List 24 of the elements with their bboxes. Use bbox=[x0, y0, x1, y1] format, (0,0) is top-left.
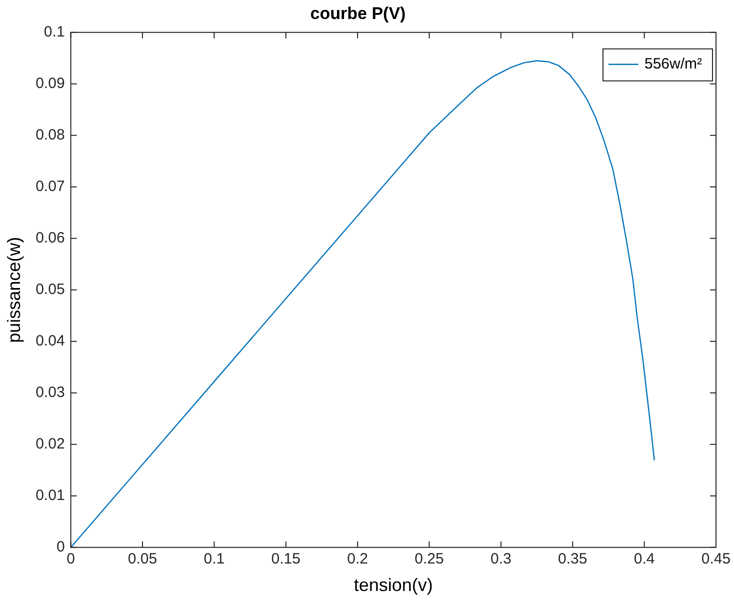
x-tick-label: 0.4 bbox=[634, 550, 655, 568]
y-tick-label: 0.07 bbox=[36, 178, 65, 196]
x-tick-label: 0.05 bbox=[128, 550, 158, 568]
x-tick-label: 0.1 bbox=[204, 550, 225, 568]
x-tick-label: 0.45 bbox=[701, 550, 731, 568]
y-tick-label: 0.09 bbox=[36, 75, 65, 92]
y-tick-label: 0.02 bbox=[36, 436, 65, 453]
x-tick-label: 0.3 bbox=[490, 550, 512, 568]
x-tick-label: 0.2 bbox=[347, 550, 368, 568]
legend-label: 556w/m² bbox=[644, 56, 702, 73]
y-axis-title: puissance(w) bbox=[4, 236, 24, 343]
y-tick-label: 0.03 bbox=[36, 384, 65, 402]
y-tick-label: 0.01 bbox=[36, 487, 65, 504]
y-tick-label: 0.08 bbox=[36, 126, 65, 144]
y-tick-label: 0.1 bbox=[44, 24, 65, 41]
chart-title: courbe P(V) bbox=[310, 4, 406, 23]
y-tick-label: 0.05 bbox=[36, 281, 65, 298]
x-tick-label: 0.35 bbox=[558, 550, 588, 568]
y-tick-label: 0.04 bbox=[36, 332, 65, 350]
x-tick-label: 0.25 bbox=[414, 550, 444, 568]
x-tick-label: 0.15 bbox=[271, 550, 300, 568]
y-tick-label: 0 bbox=[56, 538, 65, 556]
x-axis-title: tension(v) bbox=[354, 575, 433, 596]
y-tick-label: 0.06 bbox=[36, 230, 65, 247]
